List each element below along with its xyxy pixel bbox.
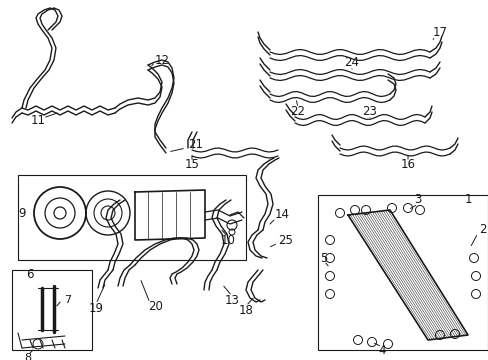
Text: 17: 17	[431, 26, 447, 39]
Text: 24: 24	[344, 57, 359, 69]
Text: 5: 5	[320, 252, 327, 265]
Text: 7: 7	[64, 295, 71, 305]
Text: 15: 15	[184, 158, 199, 171]
Text: 21: 21	[188, 139, 203, 152]
Text: 20: 20	[148, 300, 163, 312]
Text: 22: 22	[290, 105, 305, 118]
Text: 25: 25	[278, 234, 293, 247]
Text: 13: 13	[224, 293, 239, 306]
Bar	[317, 195, 487, 350]
Text: 9: 9	[18, 207, 26, 220]
Text: 10: 10	[220, 234, 235, 247]
Text: 8: 8	[24, 353, 32, 360]
Text: 18: 18	[238, 303, 253, 316]
Text: 2: 2	[478, 224, 486, 237]
Text: 16: 16	[400, 158, 415, 171]
Bar	[18, 175, 245, 260]
Text: 19: 19	[88, 301, 103, 315]
Text: 11: 11	[30, 114, 45, 127]
Text: 14: 14	[274, 208, 289, 221]
Text: 6: 6	[26, 269, 34, 282]
Text: 23: 23	[362, 105, 377, 118]
Bar	[12, 270, 92, 350]
Text: 3: 3	[413, 193, 421, 207]
Text: 1: 1	[463, 193, 471, 207]
Text: 4: 4	[378, 343, 385, 356]
Text: 12: 12	[154, 54, 169, 67]
